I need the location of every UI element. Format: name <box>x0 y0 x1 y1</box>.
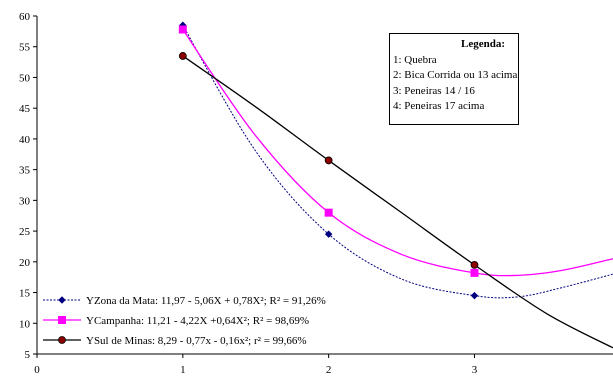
x-tick-label: 3 <box>472 364 478 376</box>
series-1-point <box>470 291 479 300</box>
y-tick-label: 20 <box>19 257 31 269</box>
series-3-line <box>182 55 613 349</box>
y-tick-label: 35 <box>19 165 31 177</box>
series-3-point <box>178 52 187 60</box>
y-tick-label: 30 <box>19 195 31 207</box>
y-tick-label: 60 <box>19 11 31 23</box>
series-2-line <box>182 29 613 277</box>
note-box: Legenda: 1: Quebra 2: Bica Corrida ou 13… <box>389 33 519 125</box>
series-1-line <box>182 24 613 299</box>
y-tick-label: 50 <box>19 72 31 84</box>
series-2-point <box>178 25 187 34</box>
legend-label-2: YCampanha: 11,21 - 4,22X +0,64X²; R² = 9… <box>86 315 309 327</box>
x-tick-label: 1 <box>180 364 186 376</box>
y-tick-label: 15 <box>19 288 31 300</box>
legend-label-1: YZona da Mata: 11,97 - 5,06X + 0,78X²; R… <box>86 295 326 307</box>
note-title: Legenda: <box>461 38 505 50</box>
series-1-point <box>324 230 333 238</box>
legend-marker-2 <box>58 316 66 324</box>
x-tick-label: 0 <box>34 364 40 376</box>
note-item-3: 3: Peneiras 14 / 16 <box>393 84 475 97</box>
note-item-1: 1: Quebra <box>393 53 437 66</box>
legend-marker-1 <box>58 296 66 304</box>
y-tick-label: 5 <box>25 349 31 361</box>
series-3-point <box>470 260 479 269</box>
legend-label-3: YSul de Minas: 8,29 - 0,77x - 0,16x²; r²… <box>86 335 307 347</box>
y-tick-label: 45 <box>19 103 31 115</box>
series-3-point <box>324 156 333 165</box>
note-item-4: 4: Peneiras 17 acima <box>393 100 485 112</box>
legend-marker-3 <box>58 336 66 344</box>
series-2-point <box>470 268 479 277</box>
note-item-2: 2: Bica Corrida ou 13 acima <box>393 69 518 81</box>
y-tick-label: 10 <box>19 318 31 330</box>
y-tick-label: 40 <box>19 134 31 146</box>
x-tick-label: 2 <box>326 364 332 376</box>
series-2-point <box>324 208 333 217</box>
y-tick-label: 25 <box>19 226 31 238</box>
y-tick-label: 55 <box>19 42 31 54</box>
